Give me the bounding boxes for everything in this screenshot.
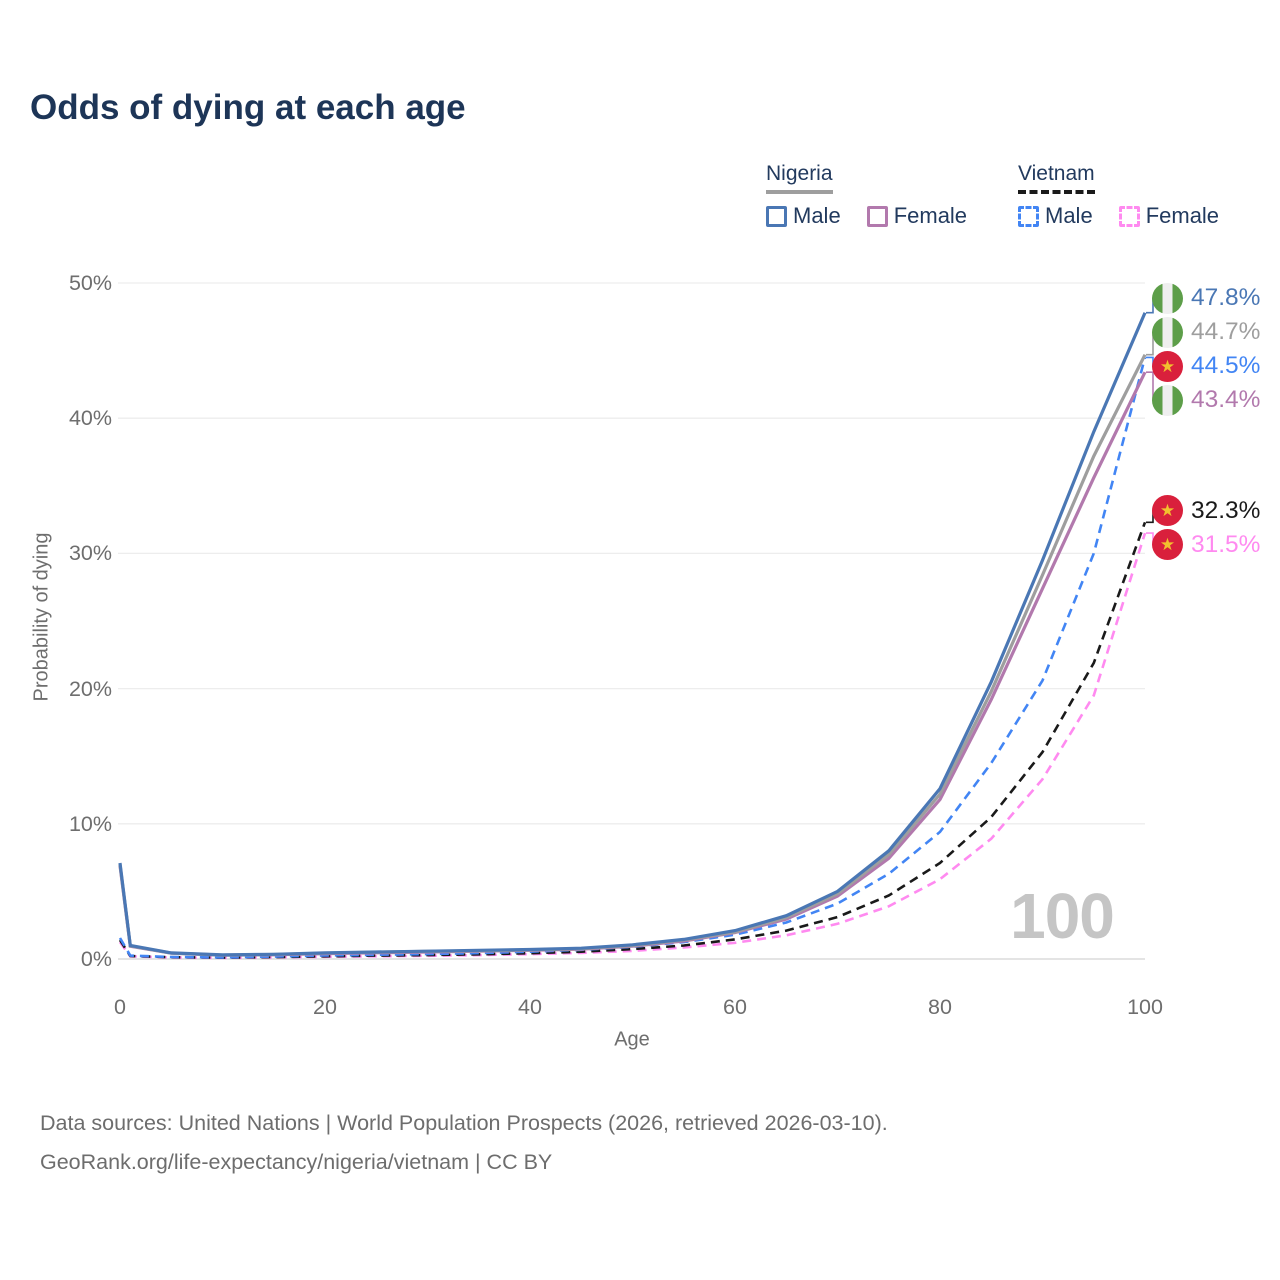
end-label-value: 44.7%	[1191, 318, 1261, 346]
x-axis-title: Age	[614, 1028, 650, 1051]
legend-country-nigeria-label: Nigeria	[766, 162, 833, 194]
star-glyph: ★	[1159, 501, 1176, 521]
series-line-vietnam-male	[118, 357, 1147, 959]
nigeria-flag-icon	[1152, 384, 1183, 416]
watermark: 100	[1010, 880, 1115, 952]
x-axis-tick-20: 20	[313, 995, 337, 1019]
star-glyph: ★	[1159, 535, 1176, 555]
chart-title: Odds of dying at each age	[30, 88, 466, 127]
legend-group-vietnam: Vietnam Male Female	[1018, 162, 1219, 229]
y-axis-tick-50: 50%	[68, 271, 112, 295]
y-axis-title: Probability of dying	[30, 532, 53, 702]
x-axis-tick-80: 80	[928, 995, 952, 1019]
x-axis-tick-0: 0	[114, 995, 126, 1019]
series-line-nigeria-male	[118, 312, 1147, 957]
vietnam-female-swatch-icon	[1118, 205, 1140, 227]
y-axis-tick-20: 20%	[68, 676, 112, 701]
x-axis-tick-60: 60	[723, 995, 747, 1019]
end-label-vietnam-female: ★ 31.5%	[1152, 529, 1260, 561]
end-label-value: 31.5%	[1191, 530, 1261, 558]
x-axis-tick-40: 40	[518, 995, 542, 1019]
end-label-vietnam-both: ★ 32.3%	[1152, 495, 1260, 527]
legend-item-vietnam-female[interactable]: Female	[1118, 203, 1220, 229]
legend-item-label: Female	[893, 203, 968, 228]
vietnam-male-swatch-icon	[1018, 205, 1039, 227]
end-label-nigeria-both: 44.7%	[1152, 316, 1260, 348]
vietnam-flag-icon: ★	[1152, 495, 1183, 527]
legend-items-nigeria: Male Female	[766, 203, 967, 229]
legend-country-vietnam-label: Vietnam	[1018, 162, 1095, 194]
legend-item-label: Male	[793, 203, 841, 228]
y-axis-tick-30: 30%	[68, 541, 112, 566]
nigeria-female-swatch-icon	[866, 205, 888, 227]
legend-item-nigeria-female[interactable]: Female	[866, 203, 968, 229]
y-axis-tick-40: 40%	[68, 406, 112, 431]
nigeria-male-swatch-icon	[766, 205, 787, 227]
x-axis-tick-100: 100	[1127, 995, 1163, 1019]
series-line-vietnam	[118, 521, 1147, 959]
legend-item-label: Male	[1045, 203, 1093, 228]
end-label-value: 43.4%	[1191, 386, 1261, 414]
legend-items-vietnam: Male Female	[1018, 203, 1219, 229]
legend-item-nigeria-male[interactable]: Male	[766, 203, 841, 229]
nigeria-flag-icon	[1152, 316, 1183, 348]
end-label-value: 44.5%	[1191, 352, 1261, 380]
series-line-vietnam-female	[118, 532, 1147, 960]
footer-line2: GeoRank.org/life-expectancy/nigeria/viet…	[40, 1150, 553, 1174]
series-line-nigeria-female	[118, 371, 1147, 957]
legend-group-nigeria: Nigeria Male Female	[766, 162, 967, 229]
end-label-nigeria-female: 43.4%	[1152, 384, 1260, 416]
star-glyph: ★	[1159, 356, 1176, 376]
y-axis-tick-0: 0%	[80, 947, 112, 971]
vietnam-flag-icon: ★	[1152, 529, 1183, 561]
data-source-footer: Data sources: United Nations | World Pop…	[40, 1104, 888, 1182]
end-label-vietnam-male: ★ 44.5%	[1152, 350, 1260, 382]
legend-item-label: Female	[1145, 203, 1220, 228]
end-label-value: 47.8%	[1191, 284, 1261, 312]
end-label-value: 32.3%	[1191, 496, 1261, 524]
legend-item-vietnam-male[interactable]: Male	[1018, 203, 1093, 229]
nigeria-flag-icon	[1152, 282, 1183, 314]
series-line-nigeria	[118, 353, 1147, 957]
vietnam-flag-icon: ★	[1152, 350, 1183, 382]
end-label-nigeria-male: 47.8%	[1152, 282, 1260, 314]
y-axis-tick-10: 10%	[68, 811, 112, 836]
footer-line1: Data sources: United Nations | World Pop…	[40, 1111, 888, 1135]
